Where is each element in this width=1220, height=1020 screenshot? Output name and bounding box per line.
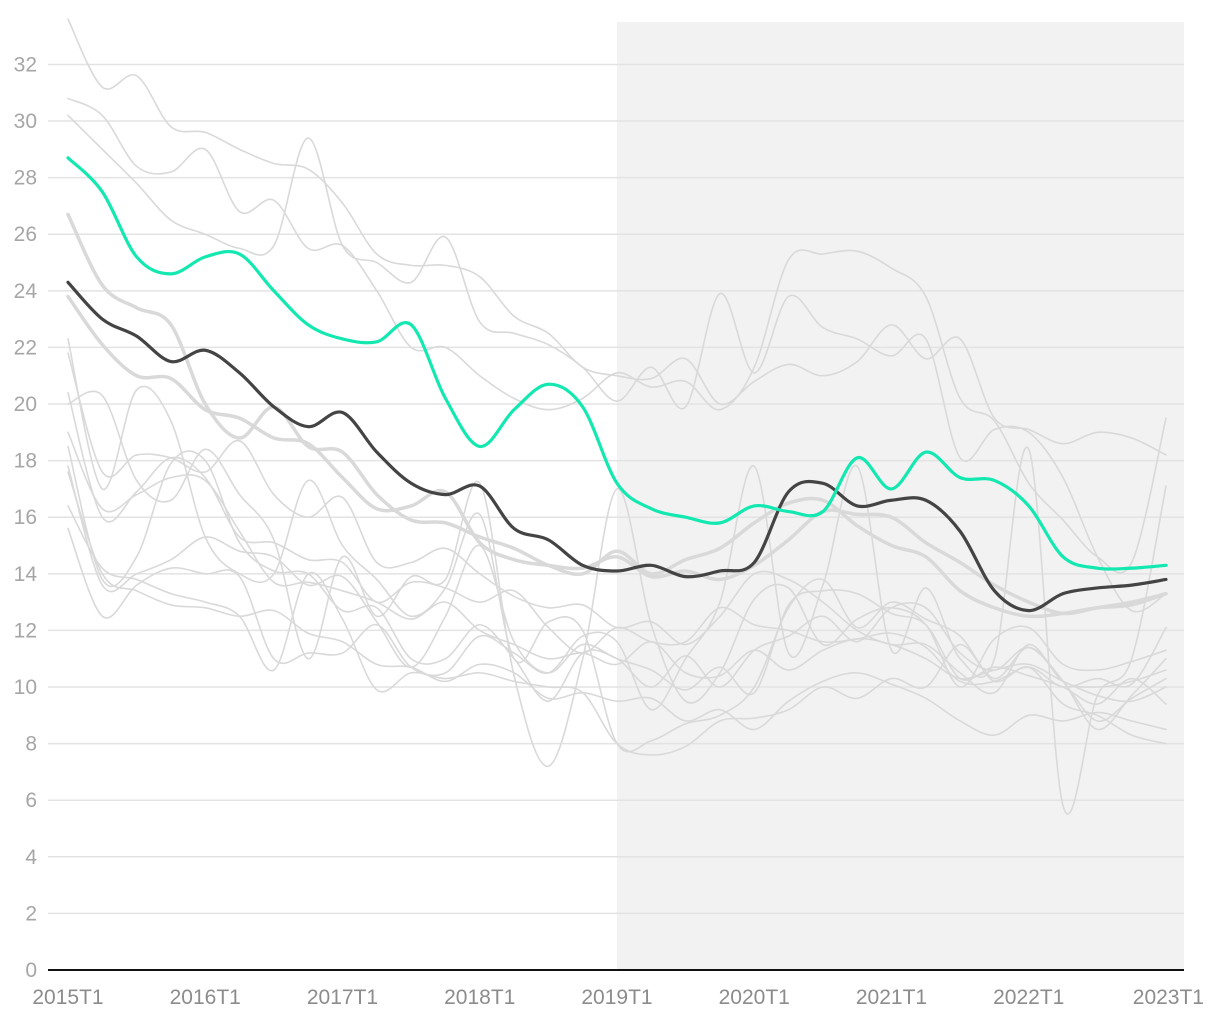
highlight-series bbox=[66, 156, 1168, 613]
series-line-bg-1 bbox=[67, 18, 1167, 456]
y-tick-label: 30 bbox=[14, 110, 37, 133]
y-tick-label: 14 bbox=[14, 563, 38, 586]
x-tick-label: 2018T1 bbox=[444, 986, 515, 1009]
y-tick-label: 0 bbox=[25, 959, 37, 982]
x-tick-label: 2015T1 bbox=[32, 986, 103, 1009]
series-line-bg-11 bbox=[67, 445, 1167, 722]
series-line-bg-12 bbox=[67, 465, 1167, 705]
y-tick-label: 8 bbox=[25, 733, 37, 756]
y-tick-label: 16 bbox=[14, 506, 37, 529]
shaded-forecast-region bbox=[617, 22, 1184, 970]
x-tick-label: 2017T1 bbox=[307, 986, 378, 1009]
grid bbox=[48, 63, 1184, 915]
y-tick-label: 32 bbox=[14, 53, 37, 76]
y-tick-label: 2 bbox=[25, 902, 37, 925]
y-tick-label: 6 bbox=[25, 789, 37, 812]
y-tick-label: 18 bbox=[14, 450, 37, 473]
shaded-region bbox=[617, 22, 1184, 970]
x-tick-label: 2016T1 bbox=[170, 986, 241, 1009]
y-tick-label: 26 bbox=[14, 223, 37, 246]
y-tick-label: 4 bbox=[25, 846, 37, 869]
y-tick-label: 10 bbox=[14, 676, 37, 699]
x-tick-label: 2022T1 bbox=[993, 986, 1064, 1009]
series-line-bg-5 bbox=[66, 294, 1168, 616]
x-axis-ticks: 2015T1 2016T1 2017T1 2018T1 2019T1 2020T1 2021… bbox=[32, 986, 1204, 1009]
series-line-bg-8 bbox=[67, 391, 1167, 689]
x-tick-label: 2021T1 bbox=[856, 986, 927, 1009]
series-line-bg-15 bbox=[67, 446, 1167, 815]
series-line-bg-9 bbox=[67, 390, 1167, 768]
y-tick-label: 22 bbox=[14, 336, 37, 359]
series-line-bg-2 bbox=[67, 97, 1167, 574]
series-line-bg-4 bbox=[66, 212, 1168, 619]
series-line-bg-10 bbox=[67, 431, 1167, 703]
background-series bbox=[66, 18, 1168, 815]
y-tick-label: 20 bbox=[14, 393, 37, 416]
x-tick-label: 2020T1 bbox=[719, 986, 790, 1009]
y-tick-label: 28 bbox=[14, 167, 37, 190]
series-line-bg-7 bbox=[67, 352, 1167, 695]
x-tick-label: 2023T1 bbox=[1133, 986, 1204, 1009]
series-line-bg-3 bbox=[67, 114, 1167, 613]
x-tick-label: 2019T1 bbox=[581, 986, 652, 1009]
series-line-highlight-dark bbox=[66, 280, 1168, 613]
series-line-highlight-green bbox=[66, 156, 1168, 571]
series-line-bg-6 bbox=[67, 338, 1167, 753]
y-tick-label: 24 bbox=[14, 280, 38, 303]
y-tick-label: 12 bbox=[14, 619, 37, 642]
series-line-bg-14 bbox=[67, 505, 1167, 756]
